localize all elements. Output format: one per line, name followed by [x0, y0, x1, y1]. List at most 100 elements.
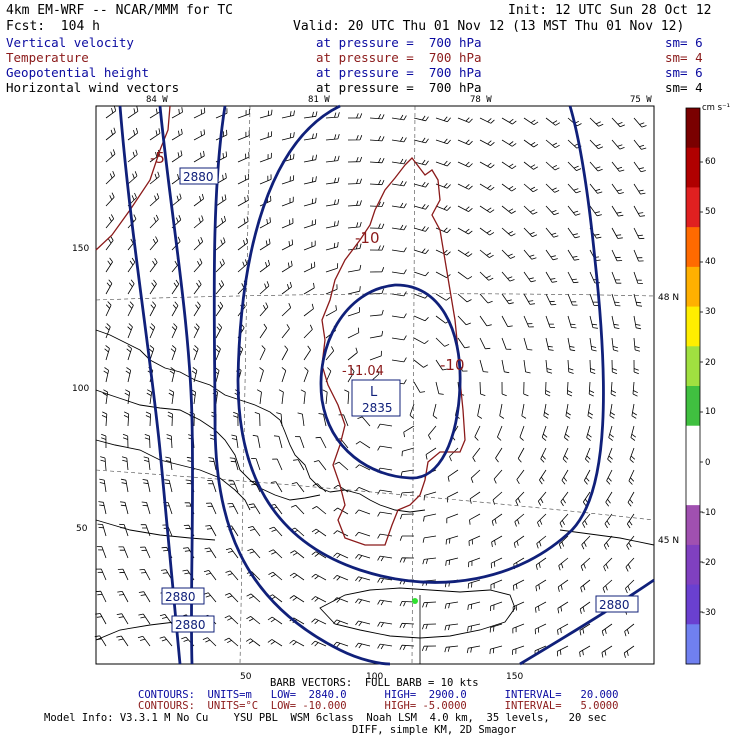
wind-barb: [303, 197, 317, 207]
wind-barb: [579, 623, 591, 636]
wind-barb: [303, 367, 309, 383]
temp-min-label: -11.04: [342, 364, 384, 379]
wind-barb: [193, 279, 202, 295]
wind-barb: [259, 259, 270, 273]
temp-label-minus10-a: -10: [355, 229, 380, 247]
field-geopotential-height-level: at pressure = 700 hPa: [316, 65, 482, 80]
wind-barb: [567, 271, 579, 284]
wind-barb: [369, 223, 385, 229]
wind-barb: [293, 459, 305, 471]
wind-barb: [565, 403, 571, 419]
wind-barb: [215, 301, 224, 317]
wind-barb: [303, 133, 318, 141]
wind-barb: [267, 616, 283, 625]
coastlines: [95, 329, 655, 641]
wind-barb: [97, 523, 107, 537]
field-wind-vectors-sm: sm= 4: [665, 80, 703, 95]
wind-barb: [171, 279, 180, 295]
wind-barb: [628, 469, 635, 485]
wind-barb: [457, 183, 473, 190]
wind-barb: [535, 557, 547, 570]
wind-barb: [237, 108, 250, 119]
wind-barb: [259, 345, 266, 361]
wind-barb: [467, 579, 481, 589]
y-tick-150: 150: [72, 244, 89, 254]
model-title: 4km EM-WRF -- NCAR/MMM for TC: [6, 3, 233, 18]
field-geopotential-height: Geopotential height: [6, 65, 149, 80]
wind-barb: [501, 359, 510, 374]
wind-barb: [607, 447, 613, 463]
wind-barb: [423, 513, 437, 522]
wind-barb: [377, 599, 393, 606]
wind-barb: [537, 491, 547, 506]
wind-barb: [281, 110, 295, 119]
wind-barb: [536, 535, 547, 549]
wind-barb: [193, 258, 203, 273]
wind-barb: [479, 117, 495, 124]
wind-barb: [444, 601, 459, 609]
wind-barb: [259, 217, 271, 229]
wind-barb: [333, 552, 349, 559]
wind-barb: [523, 337, 533, 351]
wind-barb: [322, 389, 328, 405]
wind-barb: [227, 503, 239, 515]
lake-outline: [319, 587, 516, 639]
wind-barb: [445, 557, 459, 566]
colorbar-label-0: 0: [705, 458, 711, 468]
wind-barb: [589, 337, 597, 352]
wind-barb: [347, 221, 362, 229]
wind-barb: [567, 183, 581, 194]
wind-barb: [543, 403, 549, 419]
field-wind-vectors: Horizontal wind vectors: [6, 80, 180, 95]
wind-barb: [231, 434, 239, 449]
wind-barb: [558, 557, 569, 571]
wind-barb: [215, 345, 221, 361]
wind-barb: [479, 315, 492, 327]
wind-barb: [630, 425, 637, 441]
wind-barb: [171, 150, 183, 163]
wind-barb: [127, 149, 138, 163]
height-label-2880-d: 2880: [599, 598, 630, 612]
wind-barb: [318, 413, 327, 427]
colorbar-swatch: [686, 346, 700, 387]
wind-barb: [311, 640, 327, 647]
wind-barb: [311, 596, 327, 603]
wind-barb: [479, 205, 495, 213]
field-temperature: Temperature: [6, 50, 89, 65]
wind-barb: [127, 127, 139, 141]
wind-barb: [281, 345, 289, 361]
wind-barb: [513, 535, 525, 548]
colorbar-swatch: [686, 505, 700, 546]
wind-barb: [545, 117, 561, 126]
contours-height-note: CONTOURS: UNITS=m LOW= 2840.0 HIGH= 2900…: [138, 689, 619, 701]
wind-barb: [457, 337, 470, 349]
wind-barb: [303, 303, 314, 317]
wind-barb: [355, 531, 371, 537]
wind-barb: [225, 570, 239, 581]
wind-barb: [606, 469, 613, 485]
wind-barb: [523, 315, 534, 328]
height-label-boxes: [161, 167, 639, 633]
wind-barb: [281, 132, 295, 141]
wind-barb: [567, 227, 580, 239]
wind-barb: [105, 323, 111, 339]
wind-barb: [224, 615, 239, 625]
wind-barb: [303, 282, 315, 295]
wind-barb: [281, 175, 295, 185]
wind-barb: [490, 579, 503, 590]
wind-barb: [105, 279, 113, 295]
wind-barb: [215, 215, 226, 229]
wind-barb: [611, 183, 624, 195]
colorbar-swatch: [686, 624, 700, 665]
colorbar-swatch: [686, 266, 700, 308]
wind-barb: [278, 389, 284, 405]
x-tick-100: 100: [366, 672, 383, 682]
vertical-velocity-point: [412, 598, 418, 604]
wind-barb: [105, 301, 112, 317]
wind-barb: [193, 215, 204, 229]
wind-barb: [541, 425, 548, 441]
temp-label-minus5: -5: [150, 149, 165, 167]
wind-barb: [347, 286, 361, 295]
wind-barb: [523, 117, 539, 126]
wind-barb: [492, 491, 503, 505]
